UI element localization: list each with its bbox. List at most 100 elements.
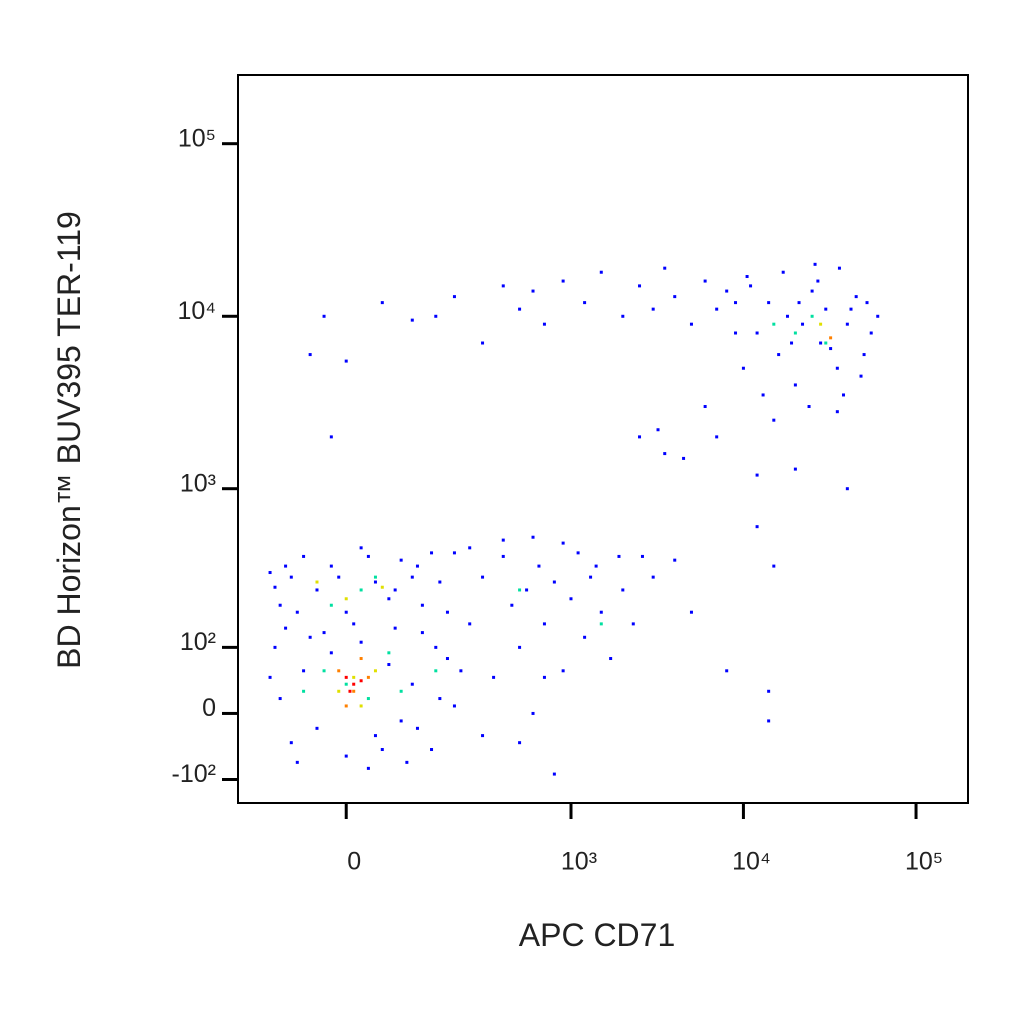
point [638,435,642,439]
plot-frame [237,74,969,804]
point [518,307,522,311]
point [772,564,776,568]
point [420,631,424,635]
point [682,456,686,460]
x-tick-label: 10⁴ [732,848,771,876]
point [387,651,391,655]
point [542,622,546,626]
y-tick-label: 10⁵ [178,124,216,152]
point [829,347,833,351]
point [525,588,529,592]
point [438,580,442,584]
point [434,314,438,318]
point [344,359,348,363]
point [734,301,738,305]
point [308,353,312,357]
point [849,307,853,311]
point [501,284,505,288]
point [329,603,333,607]
point [393,626,397,630]
point [278,697,282,701]
point [430,748,434,752]
point [359,679,363,683]
point [621,588,625,592]
y-tick-label: 0 [202,694,216,722]
point [348,689,352,693]
point [452,551,456,555]
point [640,554,644,558]
point [552,772,556,776]
point [315,580,319,584]
point [537,564,541,568]
point [278,603,282,607]
point [284,564,288,568]
point [561,669,565,673]
point [322,631,326,635]
point [510,603,514,607]
point [430,551,434,555]
y-axis-label: BD Horizon™ BUV395 TER-119 [51,211,87,669]
point [589,575,593,579]
point [819,341,823,345]
point [492,675,496,679]
point [651,575,655,579]
point [824,341,828,345]
point [824,307,828,311]
point [387,663,391,667]
point [599,622,603,626]
point [781,270,785,274]
point [295,610,299,614]
point [452,704,456,708]
point [793,467,797,471]
y-tick-label: -10² [172,760,216,788]
point [344,682,348,686]
point [631,622,635,626]
point [329,564,333,568]
point [399,689,403,693]
point [273,585,277,589]
point [772,322,776,326]
point [481,575,485,579]
point [359,640,363,644]
point [829,336,833,340]
point [638,284,642,288]
point [501,554,505,558]
point [797,301,801,305]
point [569,597,573,601]
point [583,635,587,639]
point [410,575,414,579]
point [352,622,356,626]
point [745,275,749,279]
point [289,741,293,745]
point [552,580,556,584]
point [322,669,326,673]
point [337,669,341,673]
point [268,675,272,679]
point [366,697,370,701]
point [373,575,377,579]
x-tick-label: 10⁵ [905,848,943,876]
point [344,704,348,708]
point [772,418,776,422]
point [741,366,745,370]
point [344,754,348,758]
point [761,393,765,397]
point [308,635,312,639]
point [366,675,370,679]
point [689,322,693,326]
x-axis-label: APC CD71 [519,917,676,953]
point [842,393,846,397]
point [869,331,873,335]
point [673,558,677,562]
point [542,322,546,326]
point [352,682,356,686]
point [561,541,565,545]
point [380,301,384,305]
point [399,558,403,562]
point [810,289,814,293]
point [755,473,759,477]
point [337,575,341,579]
point [816,279,820,283]
point [518,588,522,592]
point [854,295,858,299]
